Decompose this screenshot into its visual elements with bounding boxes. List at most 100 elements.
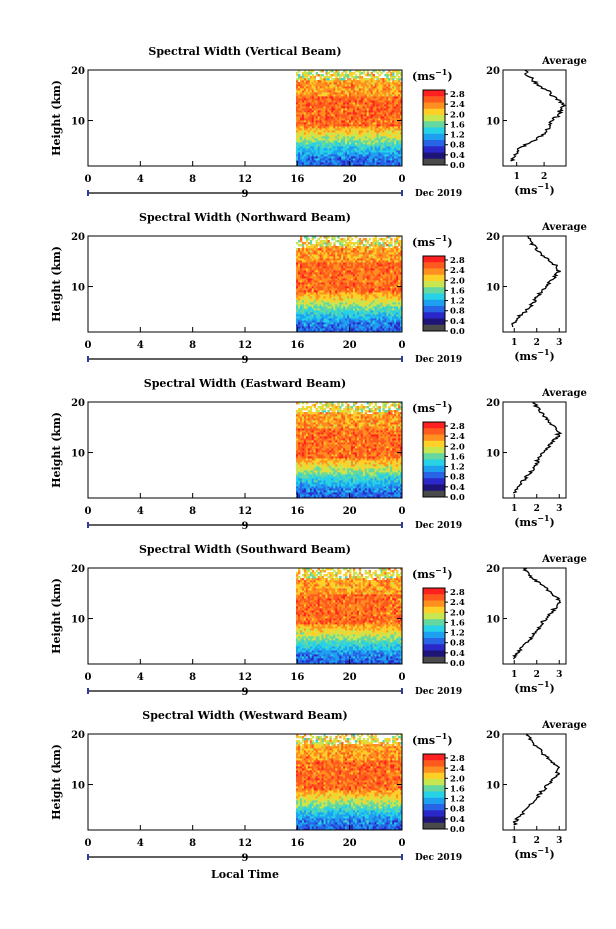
- heatmap-cell: [333, 280, 336, 283]
- heatmap-cell: [341, 128, 344, 131]
- heatmap-cell: [366, 104, 370, 107]
- heatmap-cell: [376, 158, 379, 161]
- heatmap-cell: [331, 134, 334, 137]
- heatmap-cell: [333, 248, 336, 251]
- heatmap-cell: [356, 94, 360, 97]
- heatmap-cell: [352, 100, 356, 103]
- heatmap-cell: [305, 280, 309, 283]
- heatmap-cell: [333, 316, 336, 319]
- heatmap-cell: [368, 144, 371, 147]
- heatmap-cell: [335, 82, 338, 85]
- heatmap-cell: [392, 78, 395, 81]
- heatmap-cell: [325, 276, 328, 279]
- heatmap-cell: [315, 132, 319, 135]
- heatmap-cell: [352, 286, 356, 289]
- heatmap-cell: [339, 116, 342, 119]
- heatmap-cell: [321, 246, 324, 249]
- x-tick-label: 16: [290, 174, 304, 185]
- heatmap-cell: [343, 90, 346, 93]
- heatmap-cell: [341, 74, 344, 77]
- heatmap-cell: [315, 258, 319, 261]
- heatmap-cell: [362, 268, 366, 271]
- heatmap-cell: [400, 268, 403, 271]
- heatmap-cell: [378, 266, 381, 269]
- heatmap-cell: [398, 328, 401, 331]
- heatmap-cell: [356, 138, 360, 141]
- heatmap-cell: [313, 78, 317, 81]
- heatmap-cell: [327, 86, 330, 89]
- heatmap-cell: [305, 160, 309, 163]
- heatmap-cell: [333, 276, 336, 279]
- heatmap-cell: [309, 130, 313, 133]
- heatmap-cell: [329, 302, 332, 305]
- heatmap-cell: [400, 72, 403, 75]
- heatmap-cell: [327, 316, 330, 319]
- heatmap-cell: [303, 156, 307, 159]
- heatmap-cell: [398, 320, 401, 323]
- heatmap-cell: [350, 306, 354, 309]
- heatmap-cell: [352, 112, 356, 115]
- heatmap-cell: [331, 284, 334, 287]
- heatmap-cell: [386, 92, 389, 95]
- heatmap-cell: [307, 94, 311, 97]
- heatmap-cell: [368, 134, 371, 137]
- heatmap-cell: [317, 290, 320, 293]
- heatmap-cell: [303, 86, 307, 89]
- heatmap-cell: [317, 262, 320, 265]
- heatmap-cell: [380, 140, 383, 143]
- heatmap-cell: [325, 324, 328, 327]
- heatmap-cell: [347, 282, 350, 285]
- heatmap-cell: [354, 324, 358, 327]
- heatmap-cell: [299, 272, 303, 275]
- heatmap-cell: [364, 132, 368, 135]
- heatmap-cell: [345, 306, 348, 309]
- heatmap-cell: [301, 142, 305, 145]
- heatmap-cell: [386, 116, 389, 119]
- heatmap-cell: [337, 304, 340, 307]
- heatmap-cell: [345, 262, 348, 265]
- heatmap-cell: [331, 254, 334, 257]
- heatmap-cell: [368, 296, 371, 299]
- heatmap-cell: [400, 242, 403, 245]
- heatmap-cell: [392, 304, 395, 307]
- heatmap-cell: [396, 300, 399, 303]
- heatmap-cell: [309, 316, 313, 319]
- heatmap-cell: [343, 132, 346, 135]
- heatmap-cell: [303, 242, 307, 245]
- heatmap-cell: [358, 140, 362, 143]
- heatmap-cell: [347, 244, 350, 247]
- heatmap-cell: [376, 318, 379, 321]
- heatmap-cell: [303, 74, 307, 77]
- heatmap-cell: [398, 118, 401, 121]
- heatmap-cell: [307, 80, 311, 83]
- heatmap-cell: [358, 328, 362, 331]
- heatmap-cell: [311, 76, 315, 79]
- heatmap-cell: [337, 102, 340, 105]
- heatmap-cell: [382, 292, 385, 295]
- heatmap-cell: [364, 122, 368, 125]
- heatmap-cell: [358, 306, 362, 309]
- heatmap-cell: [311, 318, 315, 321]
- heatmap-cell: [315, 318, 319, 321]
- heatmap-cell: [301, 152, 305, 155]
- heatmap-cell: [392, 262, 395, 265]
- heatmap-cell: [311, 324, 315, 327]
- heatmap-cell: [313, 250, 317, 253]
- heatmap-cell: [380, 124, 383, 127]
- heatmap-cell: [382, 294, 385, 297]
- heatmap-cell: [376, 100, 379, 103]
- heatmap-cell: [331, 160, 334, 163]
- heatmap-cell: [372, 136, 375, 139]
- heatmap-cell: [350, 104, 354, 107]
- heatmap-cell: [301, 314, 305, 317]
- heatmap-cell: [372, 96, 375, 99]
- heatmap-cell: [299, 326, 303, 329]
- heatmap-cell: [325, 284, 328, 287]
- heatmap-cell: [349, 82, 352, 85]
- heatmap-cell: [331, 70, 334, 73]
- heatmap-cell: [360, 136, 364, 139]
- heatmap-cell: [313, 290, 317, 293]
- heatmap-cell: [366, 110, 370, 113]
- heatmap-cell: [392, 320, 395, 323]
- heatmap-cell: [376, 254, 379, 257]
